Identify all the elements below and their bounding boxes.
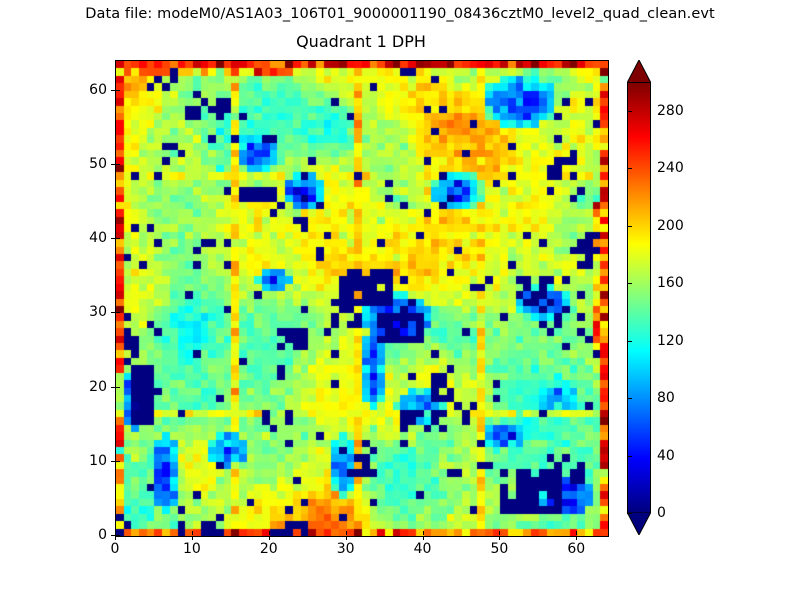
y-tick-mark-inner xyxy=(116,386,120,388)
x-tick-label: 0 xyxy=(110,541,120,557)
x-tick-label: 50 xyxy=(490,541,509,557)
x-tick-mark-inner xyxy=(576,531,578,535)
colorbar-tick-label: 40 xyxy=(657,447,675,464)
y-tick-label: 20 xyxy=(89,378,107,395)
y-tick-mark xyxy=(111,386,115,388)
x-tick-mark-inner xyxy=(499,531,501,535)
colorbar-tick-mark xyxy=(627,513,632,514)
y-tick-label: 30 xyxy=(89,304,107,321)
colorbar-tick-label: 80 xyxy=(657,390,675,407)
colorbar-tick-label: 160 xyxy=(657,275,684,292)
x-tick-mark xyxy=(191,536,193,540)
y-tick-mark xyxy=(111,163,115,165)
y-tick-mark xyxy=(111,460,115,462)
x-tick-label: 60 xyxy=(567,541,586,557)
data-file-suptitle: Data file: modeM0/AS1A03_106T01_90000011… xyxy=(85,6,715,22)
colorbar-gradient-body[interactable] xyxy=(627,82,651,513)
colorbar-tick-mark xyxy=(627,283,632,285)
colorbar-tick-mark xyxy=(627,455,632,457)
y-tick-mark xyxy=(111,89,115,91)
colorbar-gradient xyxy=(628,83,650,512)
colorbar-tick-mark xyxy=(627,398,632,400)
heatmap-axes[interactable] xyxy=(115,60,609,537)
colorbar[interactable] xyxy=(627,60,651,535)
y-tick-label: 0 xyxy=(98,527,107,543)
y-tick-mark xyxy=(111,312,115,314)
colorbar-tick-label: 120 xyxy=(657,332,684,349)
x-tick-mark-inner xyxy=(191,531,193,535)
y-tick-mark-inner xyxy=(116,460,120,462)
colorbar-extend-down-arrow xyxy=(627,512,651,535)
colorbar-tick-label: 200 xyxy=(657,217,684,234)
x-tick-mark-inner xyxy=(268,531,270,535)
x-tick-label: 10 xyxy=(182,541,201,557)
y-tick-mark-inner xyxy=(116,312,120,314)
y-tick-label: 60 xyxy=(89,81,107,98)
y-tick-mark-inner xyxy=(116,89,120,91)
y-tick-mark-inner xyxy=(116,238,120,240)
y-tick-mark-inner xyxy=(116,163,120,165)
colorbar-tick-mark xyxy=(627,168,632,170)
plot-title: Quadrant 1 DPH xyxy=(296,32,426,51)
y-tick-label: 10 xyxy=(89,452,107,469)
y-tick-label: 40 xyxy=(89,230,107,247)
x-tick-mark xyxy=(268,536,270,540)
x-tick-mark xyxy=(422,536,424,540)
x-tick-mark xyxy=(345,536,347,540)
x-tick-mark-inner xyxy=(422,531,424,535)
colorbar-extend-up-arrow xyxy=(627,60,651,83)
x-tick-label: 20 xyxy=(259,541,278,557)
x-tick-mark xyxy=(115,536,116,540)
colorbar-tick-mark xyxy=(627,225,632,227)
x-tick-mark-inner xyxy=(115,531,116,535)
y-tick-mark xyxy=(111,238,115,240)
x-tick-mark-inner xyxy=(345,531,347,535)
detector-heatmap-image[interactable] xyxy=(116,61,608,536)
colorbar-tick-mark xyxy=(627,110,632,112)
x-tick-mark xyxy=(499,536,501,540)
colorbar-tick-label: 280 xyxy=(657,102,684,119)
y-tick-label: 50 xyxy=(89,155,107,172)
y-tick-mark xyxy=(111,535,115,536)
colorbar-tick-label: 240 xyxy=(657,160,684,177)
x-tick-label: 30 xyxy=(336,541,355,557)
x-tick-mark xyxy=(576,536,578,540)
x-tick-label: 40 xyxy=(413,541,432,557)
colorbar-tick-mark xyxy=(627,340,632,342)
colorbar-tick-label: 0 xyxy=(657,505,666,521)
y-tick-mark-inner xyxy=(116,535,120,536)
